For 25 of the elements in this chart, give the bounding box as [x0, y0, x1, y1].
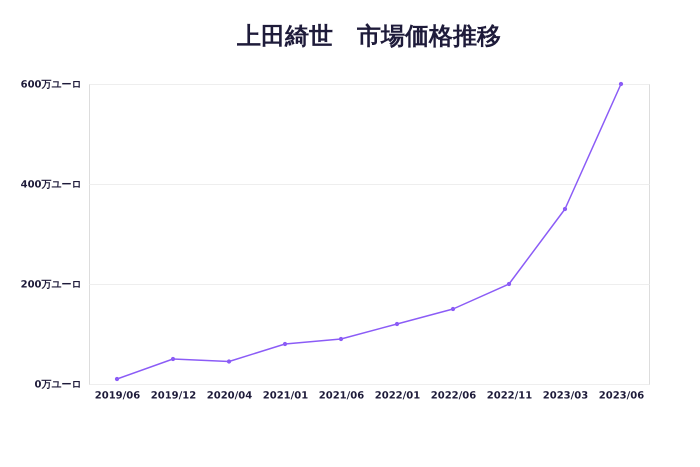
- y-tick-label: 600万ユーロ: [20, 80, 82, 90]
- point: [114, 376, 120, 382]
- point: [618, 82, 624, 86]
- x-tick-label: 2019/12: [150, 390, 196, 402]
- x-tick-label: 2022/11: [486, 390, 532, 402]
- point: [338, 336, 344, 342]
- y-tick-label: 200万ユーロ: [20, 280, 82, 290]
- x-tick-label: 2021/06: [318, 390, 364, 402]
- x-tick-label: 2023/03: [542, 390, 588, 402]
- y-tick-label: 400万ユーロ: [20, 180, 82, 190]
- point: [394, 322, 400, 326]
- point: [562, 206, 568, 212]
- point: [506, 282, 512, 286]
- x-tick-label: 2022/06: [430, 390, 476, 402]
- point: [450, 306, 456, 312]
- y-tick-label: 0万ユーロ: [34, 380, 82, 390]
- point: [226, 359, 232, 364]
- x-tick-label: 2023/06: [598, 390, 644, 402]
- point: [282, 342, 288, 346]
- x-tick-label: 2020/04: [206, 390, 252, 402]
- chart-title: 上田綺世 市場価格推移: [236, 22, 501, 50]
- x-tick-label: 2021/01: [262, 390, 308, 402]
- point: [170, 356, 176, 362]
- x-tick-label: 2022/01: [374, 390, 420, 402]
- x-tick-label: 2019/06: [94, 390, 140, 402]
